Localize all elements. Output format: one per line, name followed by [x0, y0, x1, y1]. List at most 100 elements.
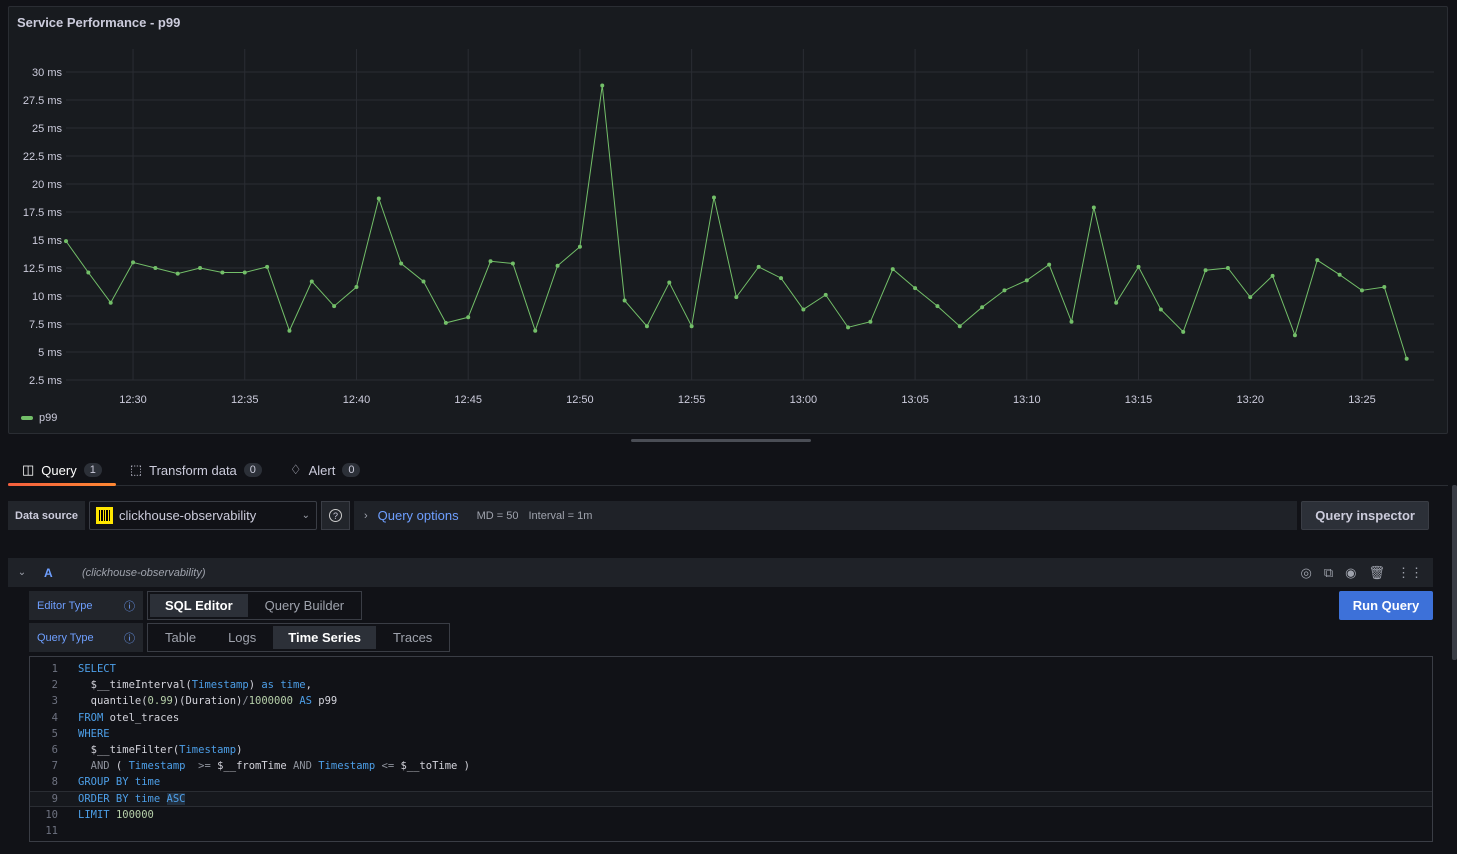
- sql-code-editor[interactable]: 1 SELECT 2 $__timeInterval(Timestamp) as t…: [29, 656, 1433, 842]
- duplicate-icon[interactable]: ⧉: [1323, 564, 1334, 580]
- data-point: [823, 292, 828, 297]
- query-inspector-button[interactable]: Query inspector: [1301, 501, 1429, 530]
- trash-icon[interactable]: 🗑︎: [1368, 564, 1385, 580]
- code-line[interactable]: 8 GROUP BY time: [30, 774, 1432, 790]
- data-point: [510, 261, 515, 266]
- query-row-header: ⌄ A (clickhouse-observability) ◎ ⧉ ◉ 🗑︎ …: [8, 558, 1433, 587]
- x-tick-label: 12:35: [231, 394, 259, 406]
- code-token: ORDER BY time: [78, 792, 167, 805]
- data-point: [644, 324, 649, 329]
- code-text: WHERE: [78, 728, 110, 740]
- data-point: [220, 270, 225, 275]
- data-point: [689, 324, 694, 329]
- code-token: $__timeFilter(: [78, 744, 180, 757]
- x-tick-label: 13:25: [1348, 394, 1376, 406]
- collapse-chevron-icon[interactable]: ⌄: [17, 567, 27, 578]
- data-point: [86, 270, 91, 275]
- query-type-radio: Table Logs Time Series Traces: [147, 623, 451, 652]
- datasource-picker[interactable]: clickhouse-observability ⌄: [88, 501, 317, 530]
- query-options-toggle[interactable]: › Query options MD = 50 Interval = 1m: [353, 501, 1298, 530]
- code-text: LIMIT 100000: [78, 809, 154, 821]
- option-logs[interactable]: Logs: [228, 630, 257, 645]
- code-token: otel_traces: [103, 711, 180, 724]
- y-tick-label: 7.5 ms: [29, 319, 63, 331]
- run-query-button[interactable]: Run Query: [1339, 591, 1433, 620]
- editor-type-row: Editor Type ⓘ SQL Editor Query Builder: [29, 591, 363, 620]
- label-text: Editor Type: [37, 599, 93, 612]
- code-token: AS: [299, 695, 312, 708]
- tab-query[interactable]: ◫ Query 1: [8, 455, 116, 486]
- code-line[interactable]: 4 FROM otel_traces: [30, 710, 1432, 726]
- data-point: [1069, 319, 1074, 324]
- option-sql-editor[interactable]: SQL Editor: [150, 594, 248, 617]
- data-point: [868, 319, 873, 324]
- data-point: [913, 286, 918, 291]
- option-table[interactable]: Table: [165, 630, 197, 645]
- code-line[interactable]: 3 quantile(0.99)(Duration)/1000000 AS p9…: [30, 693, 1432, 709]
- data-point: [890, 267, 895, 272]
- code-token: /: [242, 695, 249, 708]
- eye-icon[interactable]: ◉: [1345, 564, 1357, 580]
- data-point: [198, 266, 203, 270]
- code-token: ): [248, 679, 262, 692]
- help-icon[interactable]: ◎: [1300, 564, 1312, 580]
- data-point: [801, 307, 806, 312]
- data-point: [1404, 356, 1409, 361]
- data-point: [555, 263, 560, 268]
- data-point: [667, 280, 672, 285]
- code-line[interactable]: 9 ORDER BY time ASC: [30, 790, 1432, 807]
- data-point: [1359, 288, 1364, 293]
- code-line[interactable]: 2 $__timeInterval(Timestamp) as time,: [30, 677, 1432, 693]
- data-point: [443, 320, 448, 325]
- data-point: [622, 298, 627, 303]
- tab-alert[interactable]: ♢ Alert 0: [276, 455, 375, 485]
- option-time-series[interactable]: Time Series: [273, 626, 377, 649]
- datasource-label: Data source: [8, 501, 85, 530]
- info-icon: ⓘ: [124, 600, 135, 613]
- x-tick-label: 12:55: [678, 394, 706, 406]
- code-token: )(Duration): [172, 695, 243, 708]
- data-point: [1158, 307, 1163, 312]
- y-tick-label: 10 ms: [32, 291, 62, 303]
- code-token: <=: [375, 760, 395, 773]
- bell-icon: ♢: [289, 462, 302, 477]
- code-token: SELECT: [78, 663, 116, 676]
- data-point: [421, 279, 426, 284]
- option-traces[interactable]: Traces: [393, 630, 433, 645]
- code-line[interactable]: 11: [30, 823, 1432, 839]
- code-token: Timestamp: [179, 744, 237, 757]
- query-ref-name[interactable]: A: [44, 565, 53, 580]
- data-point: [1114, 300, 1119, 305]
- code-line[interactable]: 1 SELECT: [30, 661, 1432, 677]
- interval: Interval = 1m: [528, 509, 593, 522]
- tab-transform-data[interactable]: ⬚ Transform data 0: [116, 455, 276, 485]
- data-point: [242, 270, 247, 275]
- y-tick-label: 25 ms: [32, 123, 62, 135]
- code-token: Timestamp: [191, 679, 249, 692]
- option-query-builder[interactable]: Query Builder: [264, 598, 345, 613]
- code-line[interactable]: 5 WHERE: [30, 726, 1432, 742]
- code-text: FROM otel_traces: [78, 712, 179, 724]
- data-point: [1315, 258, 1320, 263]
- panel-resize-handle[interactable]: [631, 439, 811, 442]
- help-icon: ?: [328, 509, 342, 522]
- drag-icon[interactable]: ⋮⋮: [1397, 564, 1423, 580]
- datasource-help-button[interactable]: ?: [320, 501, 350, 530]
- page-scrollbar[interactable]: [1452, 485, 1457, 660]
- code-line[interactable]: 6 $__timeFilter(Timestamp): [30, 742, 1432, 758]
- data-point: [131, 260, 136, 265]
- code-line[interactable]: 10 LIMIT 100000: [30, 807, 1432, 823]
- data-point: [1203, 268, 1208, 273]
- panel-title: Service Performance - p99: [17, 15, 181, 30]
- code-line[interactable]: 7 AND ( Timestamp >= $__fromTime AND Tim…: [30, 758, 1432, 774]
- code-text: quantile(0.99)(Duration)/1000000 AS p99: [78, 695, 338, 708]
- data-point: [533, 328, 538, 333]
- code-text: ORDER BY time ASC: [78, 792, 186, 805]
- data-point: [1382, 285, 1387, 290]
- data-point: [1225, 266, 1230, 270]
- code-text: GROUP BY time: [78, 776, 160, 788]
- data-point: [466, 315, 471, 320]
- line-number: 8: [51, 776, 58, 789]
- data-point: [711, 195, 716, 200]
- legend-item-p99[interactable]: p99: [21, 412, 57, 424]
